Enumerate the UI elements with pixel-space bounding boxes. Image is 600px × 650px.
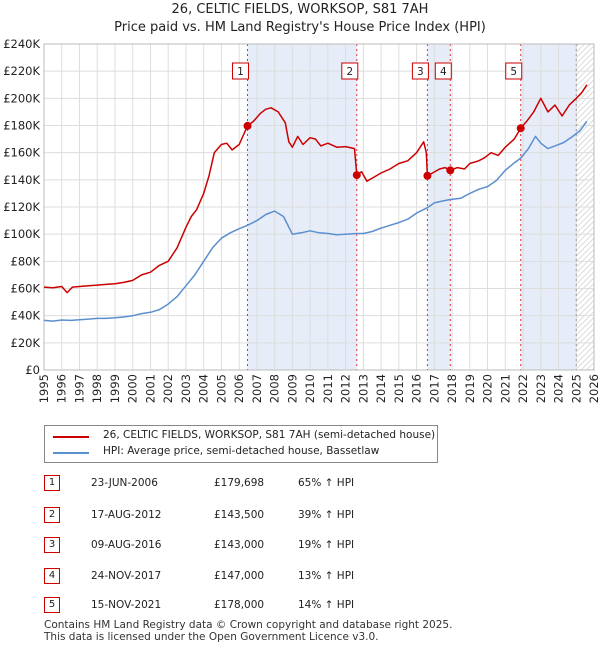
- y-tick-label: £20K: [11, 336, 41, 350]
- x-tick-label: 2012: [339, 374, 353, 403]
- sale-date: 15-NOV-2021: [91, 599, 162, 611]
- sale-point: [516, 124, 525, 133]
- sale-label-box: [341, 62, 359, 80]
- sale-row: 4 24-NOV-2017 £147,000 13% ↑ HPI: [0, 568, 600, 588]
- license-note: This data is licensed under the Open Gov…: [44, 631, 379, 643]
- sale-number-badge: 2: [44, 507, 60, 523]
- sale-label-box: [232, 62, 249, 80]
- sale-point: [352, 171, 361, 180]
- y-tick-label: £240K: [3, 37, 40, 51]
- y-tick-label: £200K: [3, 91, 40, 105]
- copyright-note: Contains HM Land Registry data © Crown c…: [44, 619, 453, 631]
- sale-price: £143,500: [214, 509, 265, 521]
- y-tick-label: £100K: [3, 227, 40, 241]
- legend-swatch-red: [53, 436, 89, 438]
- sale-price: £179,698: [214, 477, 265, 489]
- sale-label-number: 5: [510, 66, 517, 78]
- x-tick-label: 1996: [55, 374, 69, 403]
- y-tick-label: £160K: [3, 146, 40, 160]
- sale-hpi-change: 13% ↑ HPI: [298, 570, 355, 582]
- x-tick-label: 2018: [445, 374, 459, 403]
- sale-label-box: [411, 62, 429, 80]
- y-tick-label: £120K: [3, 200, 40, 214]
- x-tick-label: 2003: [179, 374, 193, 403]
- x-tick-label: 1995: [37, 374, 51, 403]
- sale-label-number: 1: [237, 66, 244, 78]
- plot-frame: [43, 43, 595, 371]
- x-tick-label: 2015: [392, 374, 406, 403]
- sale-row: 1 23-JUN-2006 £179,698 65% ↑ HPI: [0, 475, 600, 495]
- sale-row: 5 15-NOV-2021 £178,000 14% ↑ HPI: [0, 597, 600, 617]
- y-tick-label: £0: [25, 363, 40, 377]
- x-tick-label: 2022: [516, 374, 530, 403]
- legend-swatch-blue: [53, 452, 89, 454]
- sale-row: 3 09-AUG-2016 £143,000 19% ↑ HPI: [0, 537, 600, 557]
- sale-price: £178,000: [214, 599, 265, 611]
- price-chart: 1 2 3 4 5 £0 £20K £40K £60K £80K £100K £120K £140K £1…: [3, 37, 600, 403]
- x-tick-label: 2002: [161, 374, 175, 403]
- sale-date: 23-JUN-2006: [91, 477, 158, 489]
- y-tick-label: £60K: [11, 282, 41, 296]
- x-tick-label: 2004: [197, 374, 211, 403]
- x-tick-label: 2024: [552, 374, 566, 403]
- sale-number-badge: 4: [44, 568, 60, 584]
- y-tick-label: £80K: [11, 254, 41, 268]
- chart-legend: 26, CELTIC FIELDS, WORKSOP, S81 7AH (sem…: [44, 425, 438, 463]
- x-tick-label: 2007: [250, 374, 264, 403]
- sale-hpi-change: 39% ↑ HPI: [298, 509, 355, 521]
- x-tick-label: 2006: [232, 374, 246, 403]
- series-line-hpi: [43, 120, 588, 322]
- x-tick-label: 2025: [569, 374, 583, 403]
- sale-row: 2 17-AUG-2012 £143,500 39% ↑ HPI: [0, 507, 600, 527]
- legend-label-property: 26, CELTIC FIELDS, WORKSOP, S81 7AH (sem…: [103, 429, 436, 441]
- sale-label-number: 2: [346, 66, 353, 78]
- x-tick-label: 2008: [268, 374, 282, 403]
- y-tick-label: £40K: [11, 309, 41, 323]
- sale-hpi-change: 14% ↑ HPI: [298, 599, 355, 611]
- sale-label-number: 3: [417, 66, 424, 78]
- x-tick-label: 2023: [534, 374, 548, 403]
- sale-label-box: [434, 62, 452, 80]
- y-tick-label: £220K: [3, 64, 40, 78]
- chart-subtitle: Price paid vs. HM Land Registry's House …: [114, 20, 486, 35]
- x-tick-label: 2017: [427, 374, 441, 403]
- sale-number-badge: 3: [44, 537, 60, 553]
- x-tick-label: 2016: [410, 374, 424, 403]
- x-tick-label: 2021: [498, 374, 512, 403]
- x-tick-label: 1997: [72, 374, 86, 403]
- sale-number-badge: 5: [44, 597, 60, 613]
- x-tick-label: 2013: [356, 374, 370, 403]
- x-tick-label: 1999: [108, 374, 122, 403]
- x-tick-label: 2009: [285, 374, 299, 403]
- x-tick-label: 2005: [214, 374, 228, 403]
- sale-point: [423, 171, 432, 180]
- y-tick-label: £180K: [3, 119, 40, 133]
- sale-point: [243, 121, 252, 130]
- y-tick-label: £140K: [3, 173, 40, 187]
- sale-price: £147,000: [214, 570, 265, 582]
- x-tick-label: 2001: [143, 374, 157, 403]
- sale-hpi-change: 65% ↑ HPI: [298, 477, 355, 489]
- x-tick-label: 2000: [126, 374, 140, 403]
- x-tick-label: 2010: [303, 374, 317, 403]
- x-tick-label: 2020: [481, 374, 495, 403]
- legend-label-hpi: HPI: Average price, semi-detached house,…: [103, 445, 380, 457]
- sale-label-number: 4: [440, 66, 447, 78]
- series-line-property: [43, 84, 588, 294]
- sale-hpi-change: 19% ↑ HPI: [298, 539, 355, 551]
- sale-price: £143,000: [214, 539, 265, 551]
- x-tick-label: 1998: [90, 374, 104, 403]
- sale-date: 17-AUG-2012: [91, 509, 162, 521]
- x-tick-label: 2011: [321, 374, 335, 403]
- sale-date: 09-AUG-2016: [91, 539, 162, 551]
- x-tick-label: 2026: [587, 374, 600, 403]
- x-tick-label: 2019: [463, 374, 477, 403]
- sale-point: [446, 166, 455, 175]
- x-tick-label: 2014: [374, 374, 388, 403]
- sale-date: 24-NOV-2017: [91, 570, 162, 582]
- chart-title: 26, CELTIC FIELDS, WORKSOP, S81 7AH: [171, 2, 429, 17]
- sale-number-badge: 1: [44, 475, 60, 491]
- sale-label-box: [505, 62, 523, 80]
